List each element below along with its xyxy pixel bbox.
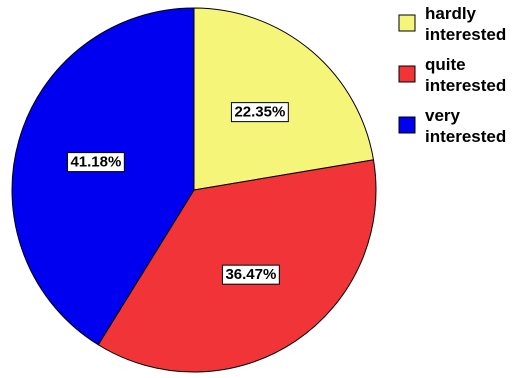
pie-data-label-box: [221, 264, 280, 285]
pie-data-label: 36.47%: [225, 266, 276, 283]
legend-swatch: [398, 65, 416, 83]
pie-slice-very-interested: [11, 7, 195, 346]
pie-data-labels: 22.35% 36.47% 41.18%: [66, 102, 289, 285]
pie-slices: [11, 7, 377, 373]
legend-label: hardly: [425, 4, 477, 23]
legend-label: interested: [425, 76, 506, 95]
legend-label: very: [425, 106, 461, 125]
pie-data-label: 41.18%: [70, 154, 121, 171]
legend-label: quite: [425, 55, 466, 74]
pie-slice-hardly-interested: [193, 7, 375, 191]
legend-swatch: [398, 14, 416, 32]
pie-data-label-box: [230, 102, 289, 123]
chart-legend: hardly interested quite interested very inter…: [398, 4, 506, 146]
legend-label: interested: [425, 25, 506, 44]
pie-data-label: 22.35%: [234, 104, 285, 121]
legend-label: interested: [425, 127, 506, 146]
legend-swatch: [398, 116, 416, 134]
pie-data-label-box: [66, 152, 125, 173]
